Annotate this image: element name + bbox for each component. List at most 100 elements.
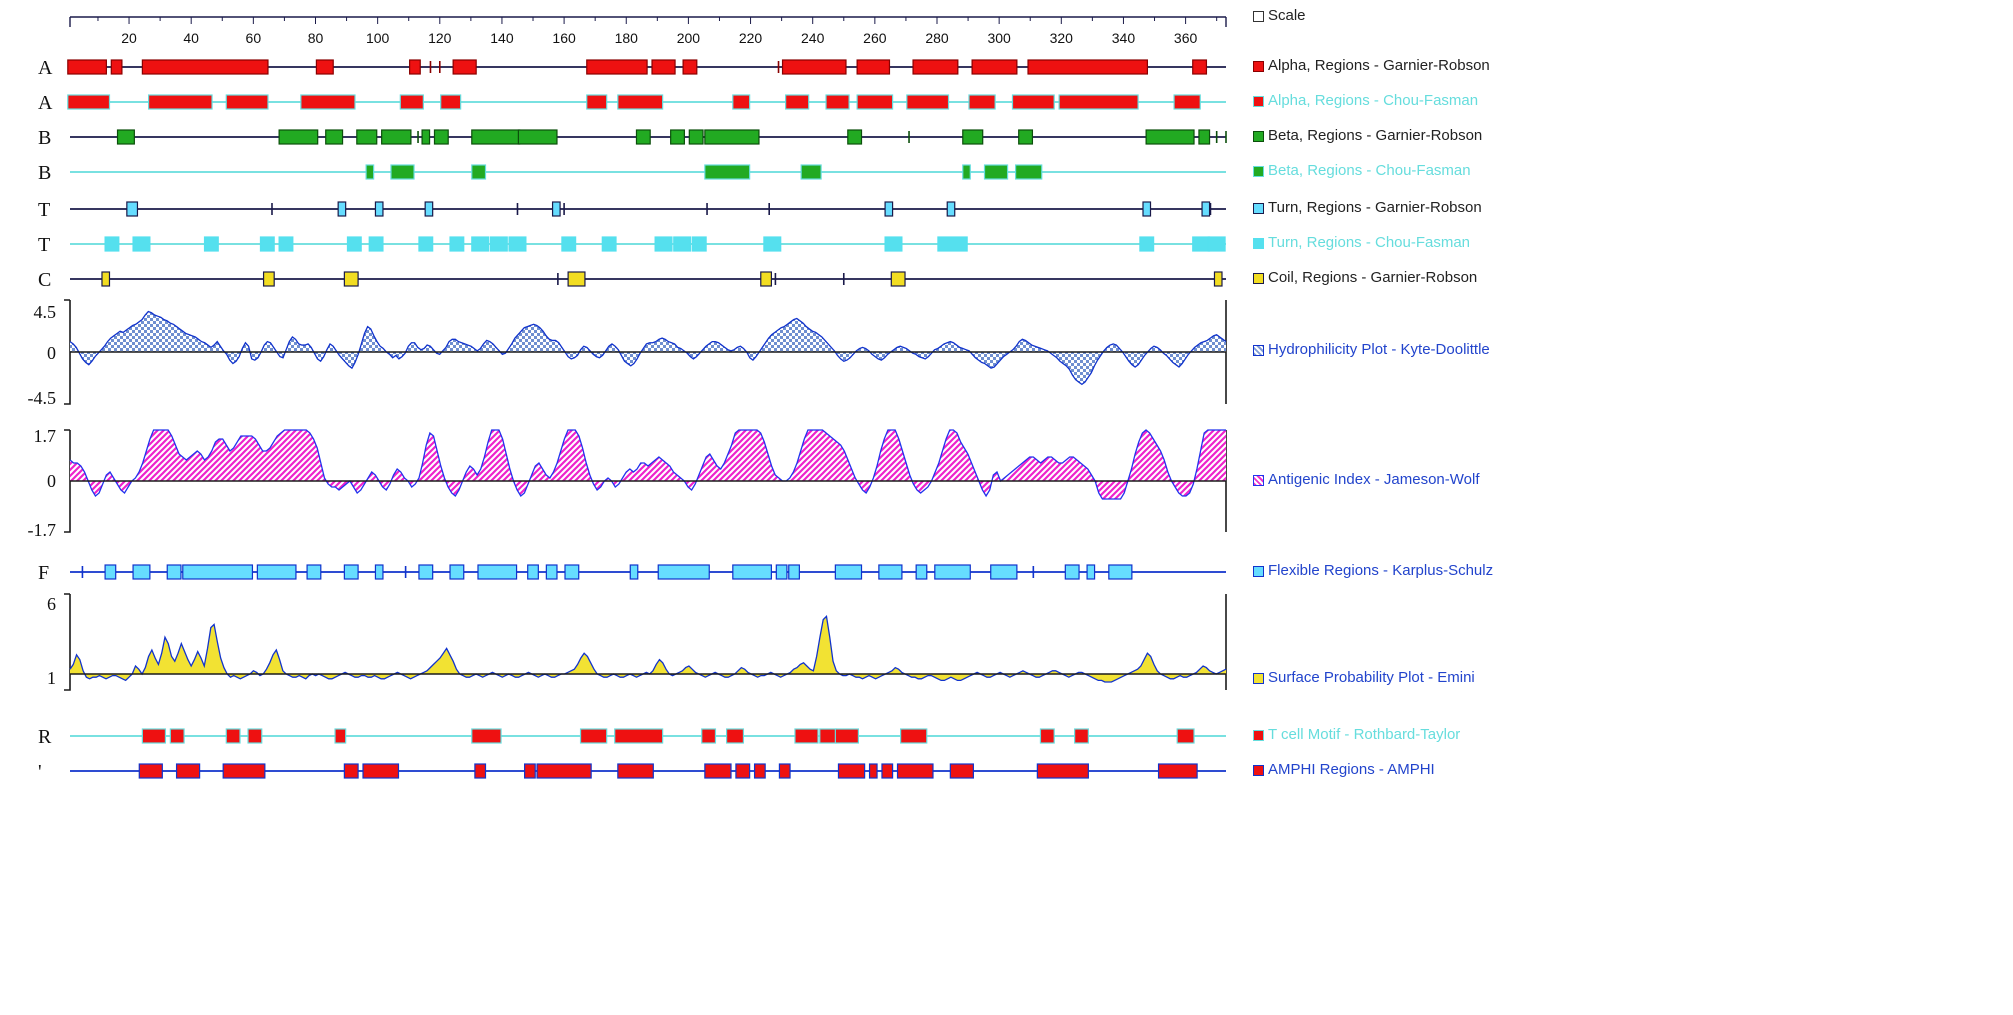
region-block [617, 763, 654, 779]
plot-y-axis [64, 593, 71, 691]
region-block [906, 94, 950, 110]
region-block [937, 236, 968, 252]
region-block [390, 164, 415, 180]
region-block [138, 763, 163, 779]
region-block [962, 129, 984, 145]
region-block [934, 564, 971, 580]
region-block [1108, 564, 1133, 580]
track-letter: T [38, 234, 50, 256]
region-block [343, 564, 359, 580]
scale-tick-label: 360 [1174, 30, 1198, 46]
region-block [949, 763, 974, 779]
region-block [962, 164, 971, 180]
region-block [489, 236, 508, 252]
region-block [800, 164, 822, 180]
region-block [732, 94, 751, 110]
region-block [946, 201, 956, 217]
region-block [856, 94, 894, 110]
region-block [1192, 236, 1211, 252]
region-block [657, 564, 710, 580]
plot-y-tick-label: 1 [47, 668, 56, 688]
region-block [225, 728, 241, 744]
track-letter: A [38, 57, 53, 79]
region-block [259, 236, 275, 252]
region-block [1086, 564, 1096, 580]
region-block [735, 763, 751, 779]
region-block [474, 763, 487, 779]
region-block [517, 129, 558, 145]
region-block [617, 94, 664, 110]
plot-surface: 61 [47, 593, 1227, 691]
region-block [763, 236, 782, 252]
plot-area [70, 430, 1226, 499]
region-block [471, 728, 502, 744]
scale-ruler: 20 40 60 80 100 120 140 160 180 200 220 240 260 280 30… [69, 16, 1227, 46]
region-block [567, 271, 586, 287]
track-alpha-gr: A [38, 57, 1226, 79]
region-block [971, 59, 1018, 75]
track-flexible: F [38, 562, 1226, 584]
scale-tick-label: 40 [183, 30, 199, 46]
region-block [990, 564, 1018, 580]
region-block [508, 236, 527, 252]
region-block [1039, 728, 1055, 744]
track-alpha-cf: A [38, 92, 1226, 114]
region-block [141, 728, 167, 744]
region-block [399, 94, 424, 110]
region-block [651, 59, 676, 75]
track-letter: A [38, 92, 53, 114]
track-beta-cf: B [38, 162, 1226, 184]
scale-tick-label: 300 [987, 30, 1011, 46]
region-block [527, 564, 539, 580]
region-block [614, 728, 664, 744]
region-block [343, 763, 359, 779]
region-block [368, 236, 384, 252]
region-block [381, 129, 412, 145]
region-block [551, 201, 561, 217]
region-block [471, 164, 487, 180]
region-block [915, 564, 928, 580]
region-block [794, 728, 819, 744]
scale-tick-label: 140 [490, 30, 514, 46]
region-block [1058, 94, 1139, 110]
region-block [440, 94, 462, 110]
region-block [586, 59, 648, 75]
region-block [704, 129, 760, 145]
scale-tick-label: 260 [863, 30, 887, 46]
region-block [1157, 763, 1198, 779]
plot-antigenic: 1.7 0 -1.7 [28, 426, 1227, 540]
region-block [424, 201, 434, 217]
region-block [785, 94, 810, 110]
region-block [477, 564, 518, 580]
scale-tick-label: 120 [428, 30, 452, 46]
track-letter: B [38, 127, 51, 149]
region-block [536, 763, 592, 779]
region-block [1198, 129, 1211, 145]
track-letter: F [38, 562, 49, 584]
region-block [256, 564, 297, 580]
region-block [781, 59, 847, 75]
region-block [374, 564, 384, 580]
region-block [262, 271, 275, 287]
region-block [1014, 164, 1043, 180]
region-block [1201, 201, 1211, 217]
region-block [1011, 94, 1055, 110]
region-block [753, 763, 766, 779]
scale-tick-label: 80 [308, 30, 324, 46]
region-block [315, 59, 334, 75]
region-block [471, 236, 490, 252]
track-letter: T [38, 199, 50, 221]
region-block [1207, 236, 1226, 252]
track-turn-gr: T [38, 199, 1226, 221]
region-block [586, 94, 608, 110]
region-block [564, 564, 580, 580]
region-block [725, 728, 745, 744]
region-block [682, 59, 698, 75]
region-block [247, 728, 263, 744]
region-block [1192, 59, 1208, 75]
plot-line [69, 429, 1226, 500]
region-block [132, 236, 151, 252]
plot-hydrophilicity: 4.5 0 -4.5 [28, 299, 1227, 408]
plot-y-tick-label: 1.7 [34, 426, 57, 446]
